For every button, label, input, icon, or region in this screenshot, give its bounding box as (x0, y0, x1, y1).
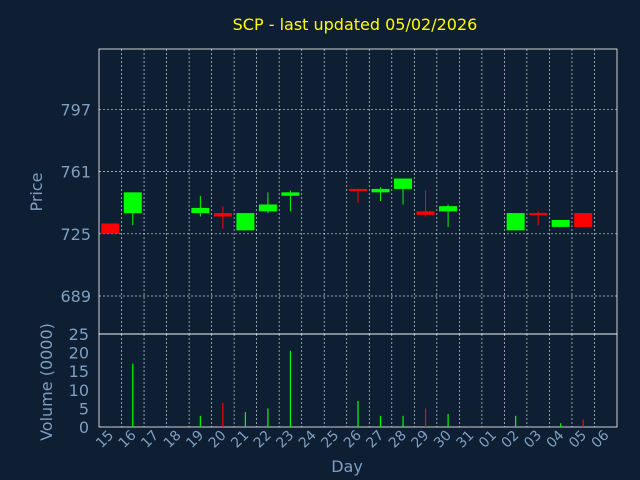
volume-tick-label: 15 (69, 362, 89, 381)
candle-body (551, 220, 570, 227)
candle-body (394, 178, 413, 189)
volume-bar (560, 423, 562, 427)
candle-body (191, 207, 210, 214)
candle-body (416, 211, 435, 215)
volume-tick-label: 20 (69, 344, 89, 363)
candle-body (123, 192, 142, 214)
volume-bar (244, 412, 246, 427)
volume-bar (582, 419, 584, 427)
candle-body (529, 213, 548, 216)
candle-body (506, 213, 525, 231)
volume-bar (357, 400, 359, 427)
volume-bar (267, 408, 269, 427)
price-axis-label: Price (27, 172, 46, 211)
x-axis-label: Day (331, 457, 363, 476)
price-tick-label: 797 (60, 100, 91, 119)
volume-tick-label: 0 (79, 418, 89, 437)
volume-bar (402, 415, 404, 427)
candle-body (258, 204, 277, 212)
candle-body (281, 192, 300, 196)
volume-bar (424, 408, 427, 427)
volume-bar (132, 363, 134, 427)
price-tick-label: 689 (60, 287, 91, 306)
volume-bar (447, 413, 449, 427)
volume-tick-label: 25 (69, 325, 89, 344)
chart-title: SCP - last updated 05/02/2026 (233, 15, 478, 34)
volume-tick-label: 5 (79, 399, 89, 418)
volume-bar (289, 350, 292, 427)
candle-body (349, 188, 367, 191)
volume-axis-label: Volume (0000) (37, 323, 56, 441)
price-tick-label: 725 (60, 225, 91, 244)
candle-body (439, 206, 458, 212)
candle-body (574, 213, 593, 227)
volume-bar (199, 415, 201, 427)
volume-bar (222, 402, 224, 427)
volume-bar (515, 415, 517, 427)
volume-tick-label: 10 (69, 381, 89, 400)
price-tick-label: 761 (60, 163, 91, 182)
candle-body (101, 223, 120, 234)
candle-body (236, 213, 255, 231)
candle-body (213, 213, 232, 217)
volume-bar (379, 415, 382, 427)
candle-body (371, 188, 390, 193)
price-panel: 689 725 761 797 (60, 48, 618, 335)
